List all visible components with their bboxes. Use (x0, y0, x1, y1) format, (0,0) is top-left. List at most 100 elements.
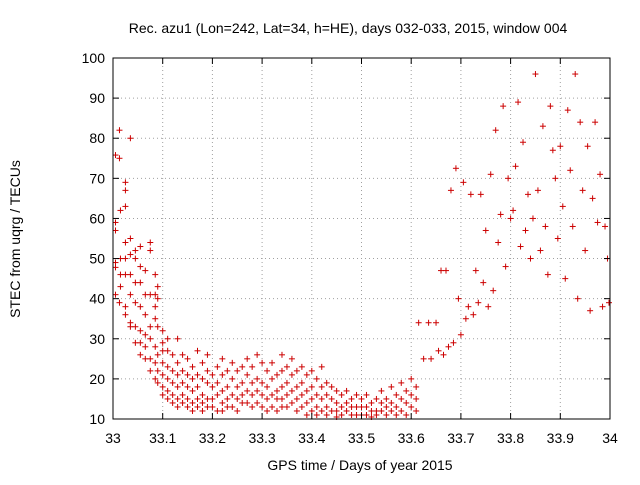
data-point (164, 347, 171, 354)
data-point (505, 175, 512, 182)
data-point (388, 399, 395, 406)
data-point (264, 367, 271, 374)
data-point (398, 379, 405, 386)
data-point (298, 403, 305, 410)
data-point (214, 363, 221, 370)
data-point (189, 375, 196, 382)
data-point (142, 331, 149, 338)
data-point (308, 395, 315, 402)
data-point (122, 311, 129, 318)
data-point (293, 383, 300, 390)
data-point (254, 375, 261, 382)
data-point (239, 363, 246, 370)
data-point (244, 387, 251, 394)
data-point (333, 387, 340, 394)
data-point (539, 123, 546, 130)
data-point (378, 387, 385, 394)
data-point (189, 407, 196, 414)
data-point (547, 103, 554, 110)
x-tick-label: 33.8 (497, 430, 524, 446)
data-point (383, 395, 390, 402)
data-point (234, 395, 241, 402)
data-point (152, 375, 159, 382)
data-point (567, 167, 574, 174)
data-point (184, 383, 191, 390)
data-point (383, 403, 390, 410)
data-point (338, 411, 345, 418)
data-point (502, 263, 509, 270)
y-tick-label: 10 (89, 411, 105, 427)
data-point (487, 171, 494, 178)
data-point (174, 395, 181, 402)
data-point (450, 339, 457, 346)
data-point (388, 407, 395, 414)
x-tick-label: 34 (602, 430, 618, 446)
data-point (425, 319, 432, 326)
data-point (415, 319, 422, 326)
data-point (209, 403, 216, 410)
data-point (408, 403, 415, 410)
data-point (254, 351, 261, 358)
data-point (169, 351, 176, 358)
data-point (234, 407, 241, 414)
data-point (507, 215, 514, 222)
data-point (522, 227, 529, 234)
data-point (189, 399, 196, 406)
data-point (465, 303, 472, 310)
data-point (378, 407, 385, 414)
data-point (303, 387, 310, 394)
data-point (363, 391, 370, 398)
data-point (435, 347, 442, 354)
y-tick-label: 20 (89, 371, 105, 387)
data-point (579, 187, 586, 194)
data-point (460, 179, 467, 186)
data-point (132, 323, 139, 330)
data-point (480, 279, 487, 286)
data-point (127, 251, 134, 258)
data-point (328, 383, 335, 390)
data-point (199, 399, 206, 406)
data-point (259, 359, 266, 366)
data-point (368, 399, 375, 406)
data-point (199, 407, 206, 414)
data-point (562, 275, 569, 282)
y-tick-label: 90 (89, 90, 105, 106)
data-point (164, 395, 171, 402)
data-point (333, 399, 340, 406)
data-point (388, 383, 395, 390)
data-point (164, 375, 171, 382)
data-point (274, 387, 281, 394)
data-point (152, 271, 159, 278)
data-point (117, 207, 124, 214)
data-point (244, 371, 251, 378)
data-point (199, 359, 206, 366)
data-point (214, 391, 221, 398)
y-tick-label: 40 (89, 291, 105, 307)
data-point (204, 367, 211, 374)
data-point (520, 139, 527, 146)
data-point (159, 391, 166, 398)
data-point (264, 407, 271, 414)
data-point (457, 331, 464, 338)
data-point (274, 371, 281, 378)
data-point (269, 403, 276, 410)
data-point (403, 411, 410, 418)
data-point (557, 143, 564, 150)
data-point (169, 379, 176, 386)
data-point (413, 407, 420, 414)
x-tick-labels: 33 33.1 33.2 33.3 33.4 33.5 33.6 33.7 33.8 33.9 34 (105, 430, 618, 446)
data-point (219, 399, 226, 406)
data-point (137, 351, 144, 358)
data-point (179, 367, 186, 374)
data-point (515, 99, 522, 106)
data-point (323, 403, 330, 410)
data-point (219, 407, 226, 414)
data-point (269, 359, 276, 366)
data-point (194, 347, 201, 354)
x-tick-label: 33.4 (298, 430, 325, 446)
data-point (582, 247, 589, 254)
data-point (527, 255, 534, 262)
data-point (132, 299, 139, 306)
